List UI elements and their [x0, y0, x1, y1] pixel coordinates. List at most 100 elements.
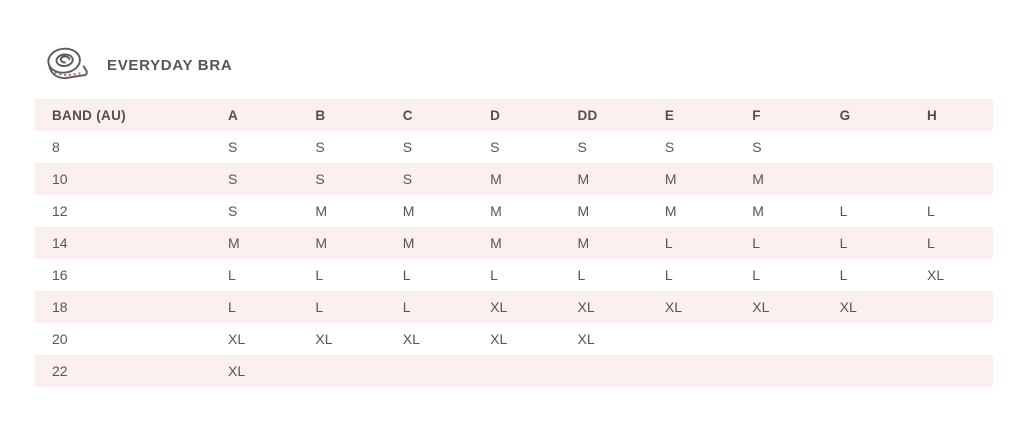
- size-cell: [927, 291, 993, 323]
- cup-column-header-e: E: [664, 107, 675, 123]
- size-cell: L: [927, 235, 935, 251]
- size-cell: S: [402, 171, 413, 187]
- size-cell: M: [402, 203, 415, 219]
- size-row-band-12: 12 S M M M M M M L L: [35, 195, 993, 227]
- size-cell: [927, 163, 993, 195]
- size-cell: L: [664, 267, 673, 283]
- size-cell: XL: [490, 331, 508, 347]
- size-cell: M: [577, 171, 590, 187]
- size-cell: S: [490, 139, 500, 155]
- size-cell: XL: [664, 299, 682, 315]
- size-cell: [752, 323, 839, 355]
- size-cell: [840, 131, 927, 163]
- band-cell: 14: [52, 235, 68, 251]
- size-cell: M: [315, 235, 328, 251]
- page-title: EVERYDAY BRA: [107, 56, 233, 74]
- size-cell: [840, 323, 927, 355]
- size-row-band-22: 22 XL: [35, 355, 993, 387]
- size-cell: S: [228, 139, 238, 155]
- size-cell: [665, 323, 752, 355]
- size-guide-header: EVERYDAY BRA: [0, 0, 1024, 85]
- size-cell: M: [577, 235, 590, 251]
- size-cell: S: [402, 139, 413, 155]
- cup-column-header-dd: DD: [577, 107, 598, 123]
- size-cell: [490, 355, 577, 387]
- size-cell: M: [315, 203, 328, 219]
- size-row-band-10: 10 S S S M M M M: [35, 163, 993, 195]
- size-cell: [840, 355, 927, 387]
- size-cell: M: [752, 203, 764, 219]
- band-cell: 10: [52, 171, 68, 187]
- cup-column-header-f: F: [752, 107, 761, 123]
- size-cell: [840, 163, 927, 195]
- size-cell: XL: [752, 299, 770, 315]
- size-cell: S: [664, 139, 675, 155]
- band-cell: 20: [52, 331, 68, 347]
- size-cell: XL: [927, 267, 945, 283]
- size-cell: XL: [577, 331, 595, 347]
- size-cell: S: [577, 139, 587, 155]
- size-cell: L: [402, 267, 411, 283]
- size-cell: [927, 131, 993, 163]
- size-cell: XL: [577, 299, 595, 315]
- size-cell: S: [228, 203, 238, 219]
- size-cell: M: [752, 171, 764, 187]
- size-row-band-8: 8 S S S S S S S: [35, 131, 993, 163]
- size-cell: L: [315, 299, 324, 315]
- size-cell: M: [402, 235, 415, 251]
- size-cell: M: [228, 235, 240, 251]
- size-cell: L: [839, 267, 848, 283]
- size-cell: L: [927, 203, 935, 219]
- size-row-band-20: 20 XL XL XL XL XL: [35, 323, 993, 355]
- size-row-band-14: 14 M M M M M L L L L: [35, 227, 993, 259]
- size-cell: L: [228, 267, 236, 283]
- size-cell: [403, 355, 490, 387]
- size-cell: [665, 355, 752, 387]
- size-cell: L: [839, 235, 848, 251]
- size-cell: L: [315, 267, 324, 283]
- cup-column-header-d: D: [490, 107, 501, 123]
- band-cell: 18: [52, 299, 68, 315]
- size-cell: M: [664, 203, 677, 219]
- size-chart-table: BAND (AU) A B C D DD E F G H 8 S S S S S S S 10 S S S M M M M 12 S…: [35, 99, 993, 387]
- size-cell: M: [490, 171, 502, 187]
- band-cell: 16: [52, 267, 68, 283]
- size-cell: M: [490, 235, 502, 251]
- size-cell: L: [402, 299, 411, 315]
- size-cell: [927, 355, 993, 387]
- size-cell: XL: [402, 331, 420, 347]
- size-cell: L: [490, 267, 498, 283]
- size-row-band-16: 16 L L L L L L L L XL: [35, 259, 993, 291]
- size-cell: M: [490, 203, 502, 219]
- size-cell: [927, 323, 993, 355]
- size-cell: [752, 355, 839, 387]
- size-cell: XL: [228, 331, 246, 347]
- size-cell: L: [752, 235, 761, 251]
- size-cell: XL: [228, 363, 246, 379]
- size-chart-body: 8 S S S S S S S 10 S S S M M M M 12 S M M M M M M L L 14 M M M M M L L L L 1…: [35, 131, 993, 387]
- size-cell: XL: [490, 299, 508, 315]
- size-cell: L: [839, 203, 848, 219]
- size-cell: XL: [315, 331, 333, 347]
- cup-column-header-g: G: [839, 107, 851, 123]
- cup-column-header-c: C: [402, 107, 413, 123]
- measuring-tape-icon: [47, 47, 88, 80]
- size-cell: [315, 355, 402, 387]
- band-cell: 22: [52, 363, 68, 379]
- size-cell: L: [664, 235, 673, 251]
- size-cell: XL: [839, 299, 857, 315]
- size-cell: S: [228, 171, 238, 187]
- header-row: BAND (AU) A B C D DD E F G H: [35, 99, 993, 131]
- band-cell: 8: [52, 139, 60, 155]
- size-cell: S: [315, 171, 325, 187]
- cup-column-header-a: A: [228, 107, 239, 123]
- size-cell: L: [228, 299, 236, 315]
- cup-column-header-h: H: [927, 107, 938, 123]
- size-cell: M: [664, 171, 677, 187]
- band-cell: 12: [52, 203, 68, 219]
- size-cell: S: [315, 139, 325, 155]
- size-cell: [578, 355, 665, 387]
- size-row-band-18: 18 L L L XL XL XL XL XL: [35, 291, 993, 323]
- size-cell: L: [577, 267, 586, 283]
- size-cell: M: [577, 203, 590, 219]
